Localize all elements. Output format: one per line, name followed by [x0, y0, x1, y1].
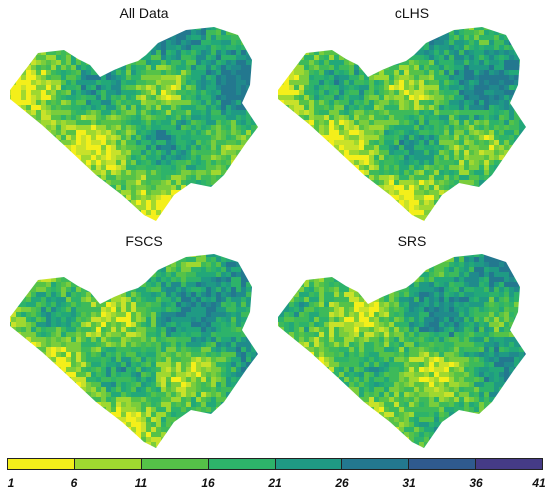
legend-segment: [141, 459, 209, 469]
panel-title-srs: SRS: [397, 233, 427, 249]
legend-tick-label: 21: [268, 476, 282, 490]
map-srs: [278, 254, 526, 448]
legend-tick-label: 11: [134, 476, 148, 490]
map-fscs: [10, 254, 258, 448]
panel-title-fscs: FSCS: [125, 233, 163, 249]
legend-segment: [409, 459, 477, 469]
legend-segment: [476, 459, 542, 469]
legend-segment: [208, 459, 276, 469]
color-legend-bar: [7, 458, 543, 470]
legend-tick-label: 1: [7, 476, 15, 490]
panel-title-clhs: cLHS: [394, 5, 430, 21]
legend-tick-label: 41: [532, 476, 546, 490]
legend-segment: [342, 459, 410, 469]
legend-tick-label: 31: [402, 476, 416, 490]
legend-segment: [74, 459, 142, 469]
legend-tick-label: 26: [335, 476, 349, 490]
legend-tick-label: 6: [70, 476, 78, 490]
legend-segment: [275, 459, 343, 469]
legend-tick-label: 36: [469, 476, 483, 490]
map-clhs: [278, 27, 526, 221]
legend-segment: [8, 459, 75, 469]
panel-title-all-data: All Data: [119, 5, 169, 21]
map-all-data: [10, 27, 258, 221]
legend-tick-label: 16: [201, 476, 215, 490]
